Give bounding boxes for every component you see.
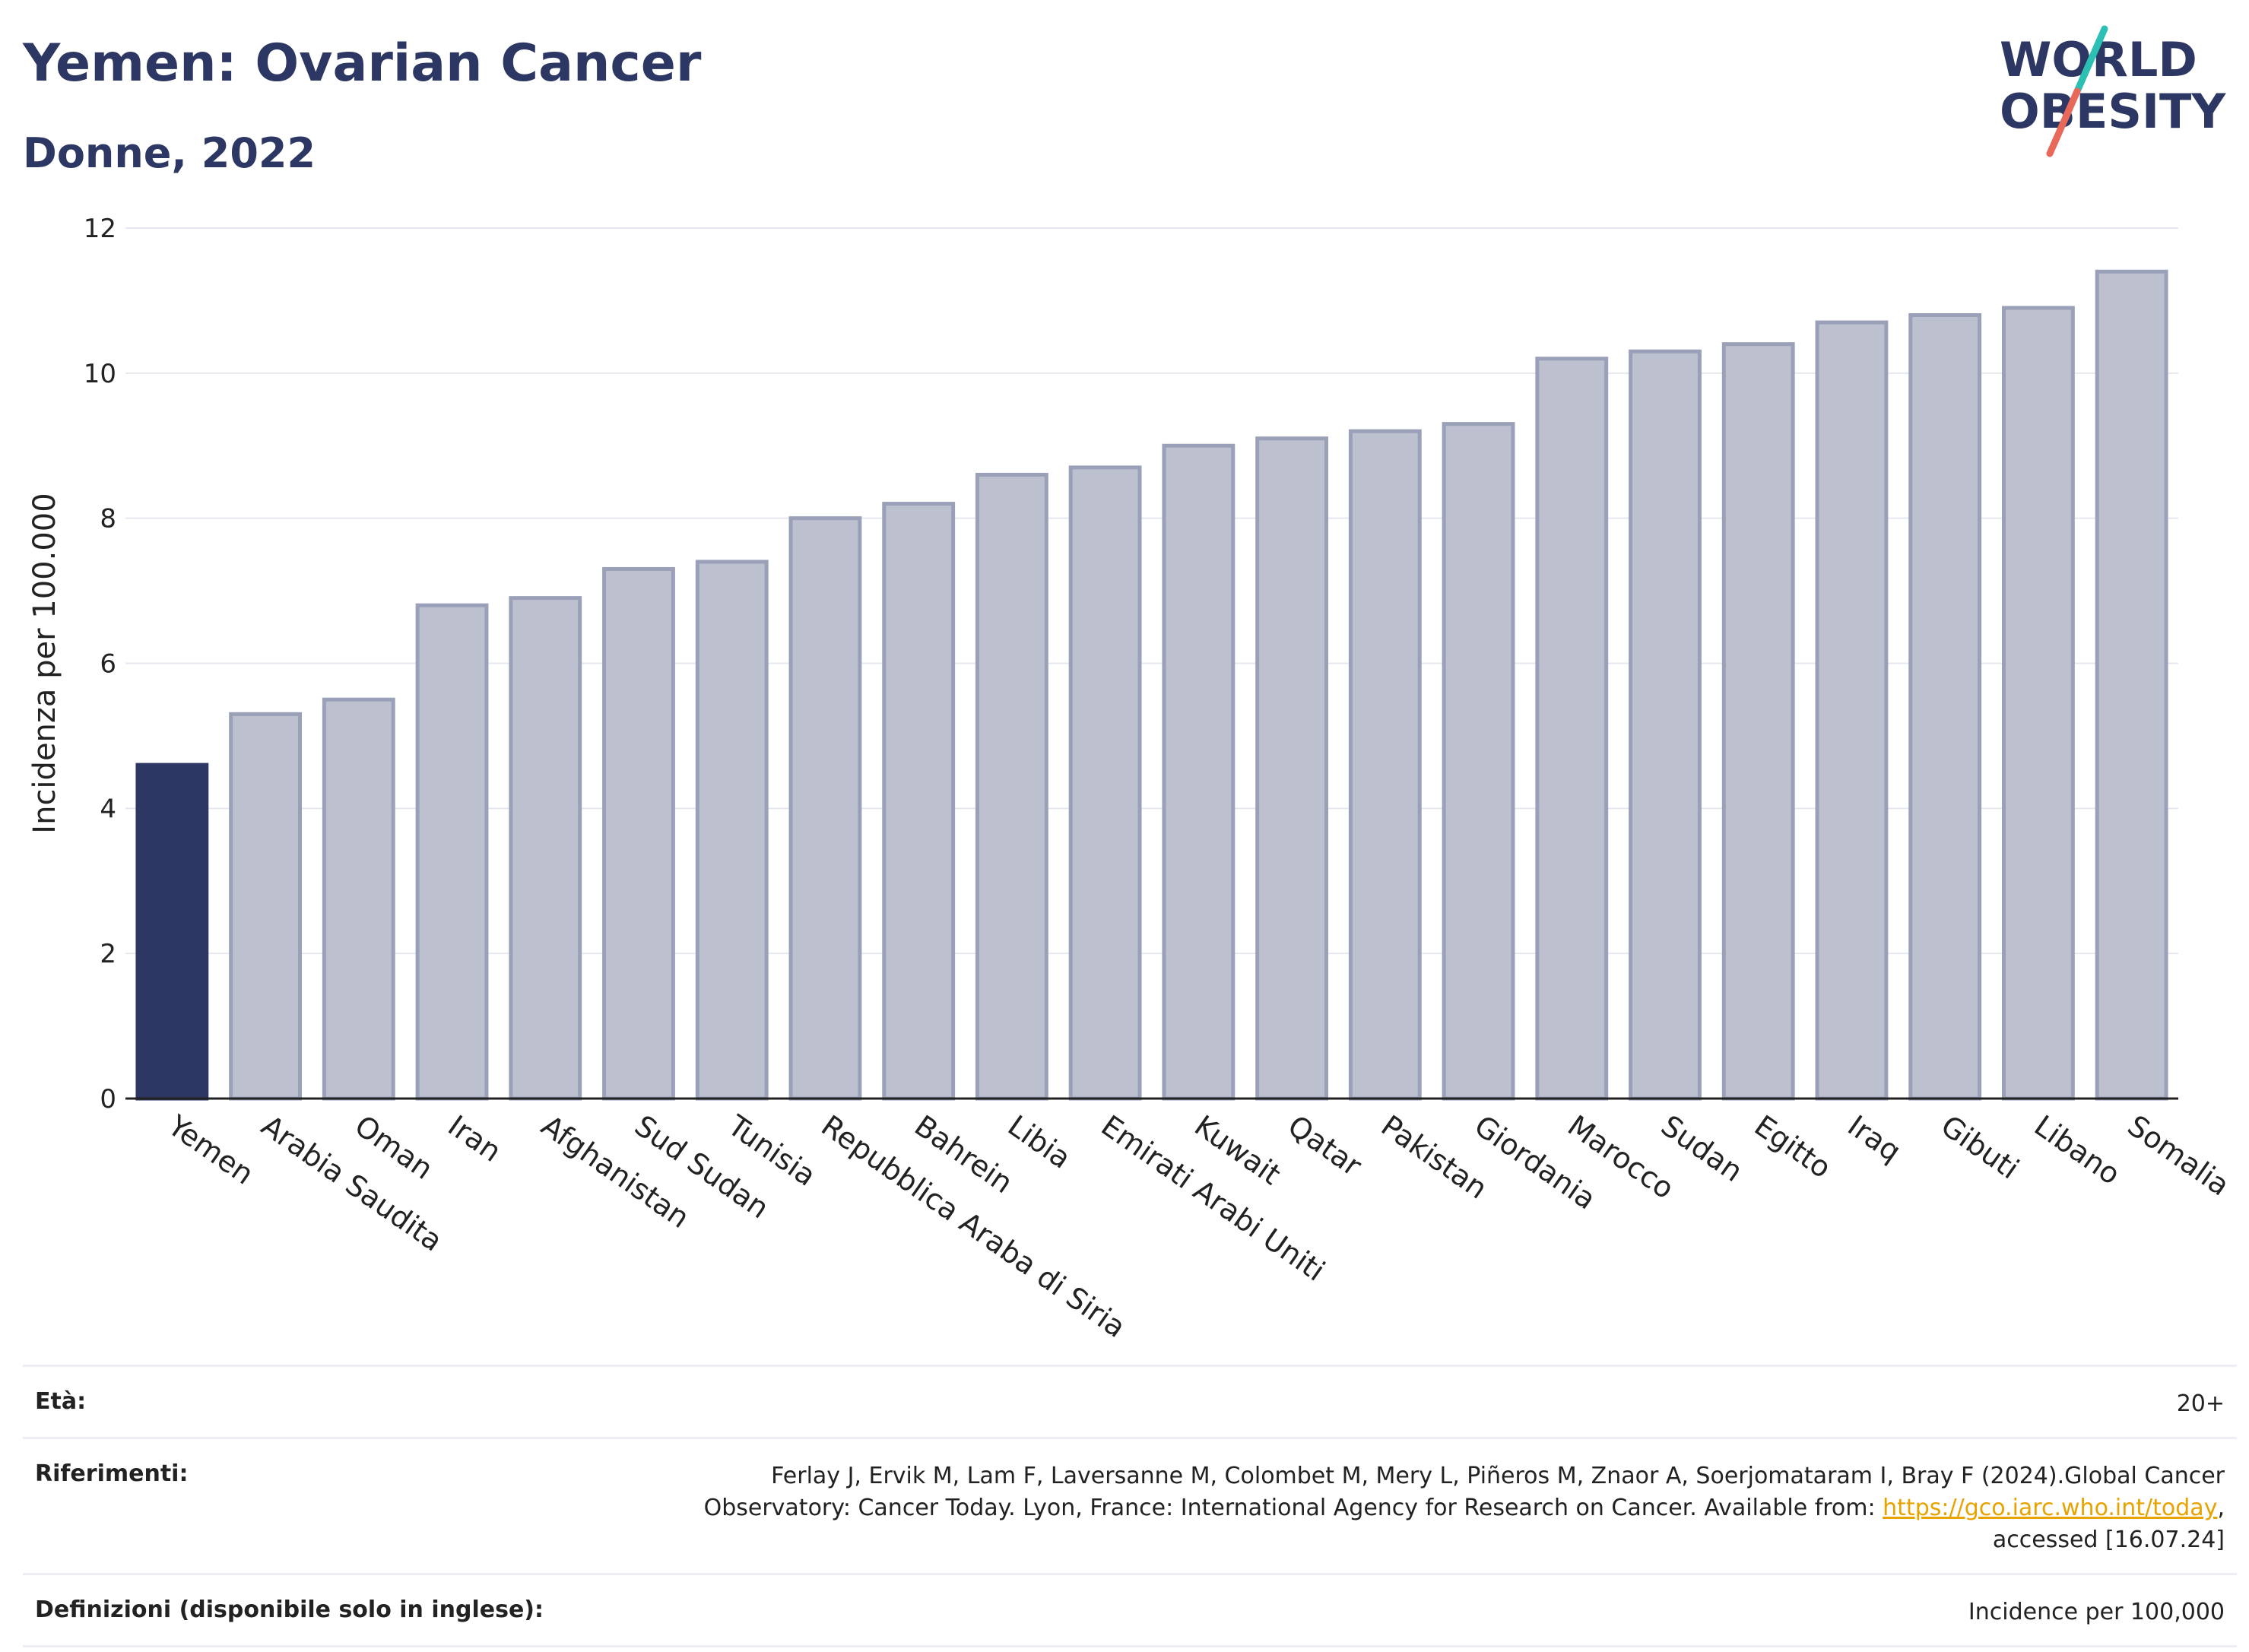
bar-libano[interactable] (2002, 306, 2075, 1101)
x-tick-label: Somalia (2121, 1108, 2235, 1202)
y-tick-label: 10 (84, 359, 116, 389)
x-tick-label: Iraq (1841, 1108, 1907, 1168)
bar-iraq[interactable] (1815, 320, 1889, 1101)
bar-oman[interactable] (322, 697, 395, 1101)
bar-afghanistan[interactable] (509, 596, 582, 1101)
world-obesity-logo: WORLD OBESITY (2000, 25, 2226, 157)
bar-arabia-saudita[interactable] (229, 712, 303, 1101)
x-tick-label: Pakistan (1375, 1108, 1494, 1205)
chart-title: Yemen: Ovarian Cancer (23, 33, 702, 94)
y-tick-label: 6 (100, 649, 116, 680)
age-label: Età: (35, 1388, 87, 1415)
logo-stroke-top (2073, 25, 2108, 95)
bar-somalia[interactable] (2095, 269, 2168, 1101)
bar-sudan[interactable] (1629, 349, 1702, 1101)
y-tick-label: 2 (100, 939, 116, 969)
footer-row-references: Riferimenti: Ferlay J, Ervik M, Lam F, L… (23, 1437, 2237, 1573)
bar-pakistan[interactable] (1348, 429, 1422, 1101)
logo-stroke-bottom (2046, 87, 2081, 157)
y-axis-label: Incidenza per 100.000 (27, 493, 62, 833)
bar-repubblica-araba-di-siria[interactable] (788, 516, 862, 1101)
x-tick-label: Iran (442, 1108, 507, 1168)
bar-iran[interactable] (415, 603, 489, 1101)
y-tick-label: 12 (84, 214, 116, 244)
definitions-label: Definizioni (disponibile solo in inglese… (35, 1597, 544, 1623)
references-text: Ferlay J, Ervik M, Lam F, Laversanne M, … (703, 1463, 2225, 1521)
bar-kuwait[interactable] (1162, 443, 1236, 1101)
chart-footer: Età: 20+ Riferimenti: Ferlay J, Ervik M,… (23, 1365, 2237, 1647)
references-value: Ferlay J, Ervik M, Lam F, Laversanne M, … (628, 1460, 2225, 1556)
bar-gibuti[interactable] (1908, 313, 1982, 1101)
footer-row-age: Età: 20+ (23, 1365, 2237, 1437)
footer-row-definitions: Definizioni (disponibile solo in inglese… (23, 1573, 2237, 1647)
x-tick-label: Qatar (1282, 1108, 1368, 1183)
x-tick-label: Gibuti (1935, 1108, 2025, 1185)
bar-qatar[interactable] (1255, 436, 1328, 1101)
age-value: 20+ (2176, 1390, 2225, 1417)
x-tick-label: Libia (1002, 1108, 1077, 1175)
bar-emirati-arabi-uniti[interactable] (1068, 465, 1142, 1101)
logo-text-obesity: OBESITY (2000, 84, 2226, 139)
definitions-value: Incidence per 100,000 (1968, 1599, 2225, 1625)
x-tick-label: Libano (2029, 1108, 2127, 1191)
x-tick-label: Egitto (1749, 1108, 1838, 1184)
bar-yemen[interactable] (135, 763, 209, 1101)
references-label: Riferimenti: (35, 1460, 189, 1487)
bar-libia[interactable] (975, 472, 1048, 1101)
y-tick-label: 4 (100, 794, 116, 824)
bar-sud-sudan[interactable] (602, 566, 675, 1101)
references-link[interactable]: https://gco.iarc.who.int/today (1883, 1495, 2218, 1521)
y-tick-label: 8 (100, 504, 116, 534)
references-suffix: , accessed [16.07.24] (1992, 1495, 2225, 1553)
y-tick-label: 0 (100, 1084, 116, 1115)
bar-tunisia[interactable] (695, 560, 769, 1101)
bar-bahrein[interactable] (882, 502, 956, 1101)
chart-subtitle: Donne, 2022 (23, 129, 316, 177)
bar-giordania[interactable] (1442, 422, 1515, 1101)
bar-egitto[interactable] (1721, 342, 1795, 1101)
x-tick-label: Yemen (161, 1108, 259, 1191)
bar-marocco[interactable] (1535, 357, 1609, 1101)
